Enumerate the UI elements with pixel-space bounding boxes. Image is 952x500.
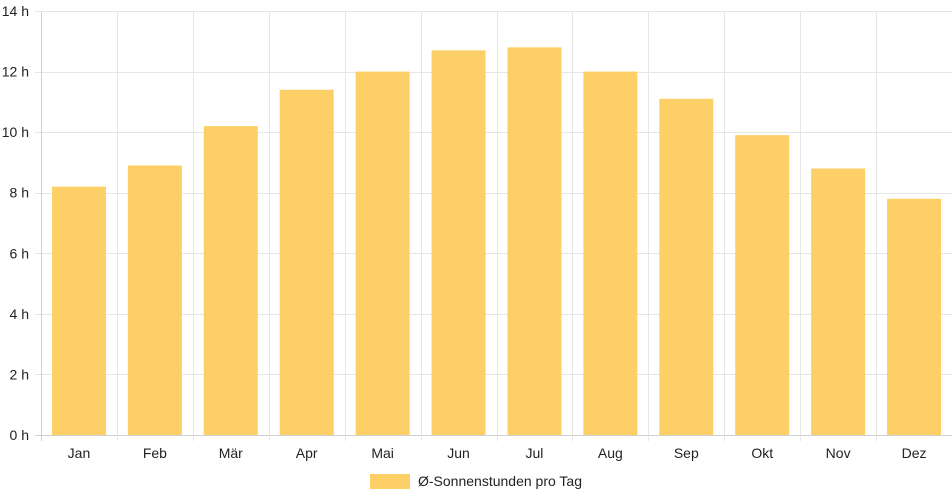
bar-dez[interactable] bbox=[887, 198, 942, 435]
bar-mär[interactable] bbox=[203, 126, 258, 435]
y-tick-label: 6 h bbox=[10, 245, 29, 261]
x-tick-label: Apr bbox=[296, 445, 318, 461]
legend-label: Ø-Sonnenstunden pro Tag bbox=[418, 473, 582, 489]
legend-swatch bbox=[370, 474, 410, 489]
y-tick-label: 4 h bbox=[10, 306, 29, 322]
y-axis: 0 h 2 h 4 h 6 h 8 h 10 h 12 h 14 h bbox=[2, 3, 29, 443]
bar-apr[interactable] bbox=[279, 89, 334, 435]
bar-okt[interactable] bbox=[735, 135, 790, 435]
x-tick-label: Aug bbox=[598, 445, 623, 461]
bar-jul[interactable] bbox=[507, 47, 562, 435]
y-tick-label: 0 h bbox=[10, 427, 29, 443]
x-tick-label: Okt bbox=[751, 445, 773, 461]
x-tick-label: Nov bbox=[826, 445, 851, 461]
bars bbox=[51, 47, 942, 436]
bar-feb[interactable] bbox=[127, 165, 182, 435]
x-axis: Jan Feb Mär Apr Mai Jun Jul Aug Sep Okt Nov Dez bbox=[68, 445, 927, 461]
x-tick-label: Mär bbox=[219, 445, 243, 461]
bar-mai[interactable] bbox=[355, 71, 410, 436]
legend[interactable]: Ø-Sonnenstunden pro Tag bbox=[370, 473, 582, 489]
x-tick-label: Dez bbox=[902, 445, 927, 461]
bar-jan[interactable] bbox=[51, 186, 106, 435]
x-tick-label: Jul bbox=[526, 445, 544, 461]
x-tick-label: Jan bbox=[68, 445, 91, 461]
grid-lines bbox=[35, 11, 952, 441]
y-tick-label: 2 h bbox=[10, 366, 29, 382]
y-tick-label: 14 h bbox=[2, 3, 29, 19]
y-tick-label: 8 h bbox=[10, 185, 29, 201]
bar-jun[interactable] bbox=[431, 50, 486, 435]
y-tick-label: 12 h bbox=[2, 64, 29, 80]
x-tick-label: Jun bbox=[447, 445, 470, 461]
x-tick-label: Feb bbox=[143, 445, 167, 461]
bar-aug[interactable] bbox=[583, 71, 638, 436]
x-tick-label: Mai bbox=[371, 445, 394, 461]
bar-nov[interactable] bbox=[811, 168, 866, 435]
bar-sep[interactable] bbox=[659, 98, 714, 435]
y-tick-label: 10 h bbox=[2, 124, 29, 140]
x-tick-label: Sep bbox=[674, 445, 699, 461]
